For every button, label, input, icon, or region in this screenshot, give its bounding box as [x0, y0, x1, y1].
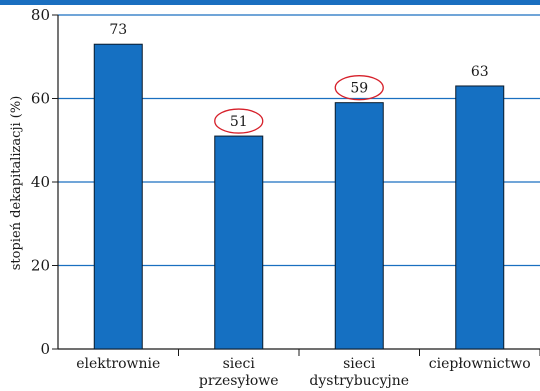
bar — [334, 102, 384, 350]
y-tick-label: 60 — [31, 90, 50, 108]
y-tick-labels: 0 20 40 60 80 — [31, 6, 540, 358]
data-label: 73 — [109, 22, 127, 38]
bar — [214, 135, 264, 350]
bar — [455, 85, 505, 350]
bars — [93, 43, 505, 350]
y-tick-label: 0 — [40, 340, 50, 358]
y-tick-label: 80 — [31, 6, 50, 24]
category-label: sieci — [343, 356, 376, 372]
highlight-ring — [334, 75, 384, 101]
y-tick-label: 20 — [31, 257, 50, 275]
y-axis-label: stopień dekapitalizacji (%) — [9, 96, 24, 271]
top-band — [0, 0, 540, 5]
data-label: 59 — [350, 81, 368, 97]
y-tick-label: 40 — [31, 173, 50, 191]
data-label: 51 — [230, 114, 248, 130]
highlight-ring — [214, 108, 264, 134]
category-label: sieci — [223, 356, 256, 372]
category-label: przesyłowe — [199, 373, 279, 389]
category-label: elektrownie — [76, 356, 160, 372]
bar — [93, 43, 143, 350]
category-label: dystrybucyjne — [309, 373, 409, 389]
category-label: ciepłownictwo — [429, 356, 531, 372]
data-labels: 73 51 59 63 — [109, 22, 489, 134]
data-label: 63 — [471, 64, 489, 80]
category-labels: elektrownie sieciprzesyłowesiecidystrybuc… — [76, 356, 530, 389]
